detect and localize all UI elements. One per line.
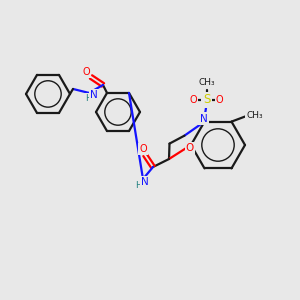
Text: H: H: [85, 94, 92, 103]
Text: CH₃: CH₃: [246, 111, 263, 120]
Text: N: N: [141, 177, 149, 187]
Text: O: O: [139, 144, 147, 154]
Text: N: N: [90, 90, 98, 100]
Text: O: O: [82, 67, 90, 77]
Text: S: S: [203, 93, 210, 106]
Text: CH₃: CH₃: [198, 78, 215, 87]
Text: H: H: [136, 181, 142, 190]
Text: O: O: [190, 94, 197, 105]
Text: N: N: [200, 114, 207, 124]
Text: O: O: [186, 143, 194, 153]
Text: O: O: [216, 94, 223, 105]
